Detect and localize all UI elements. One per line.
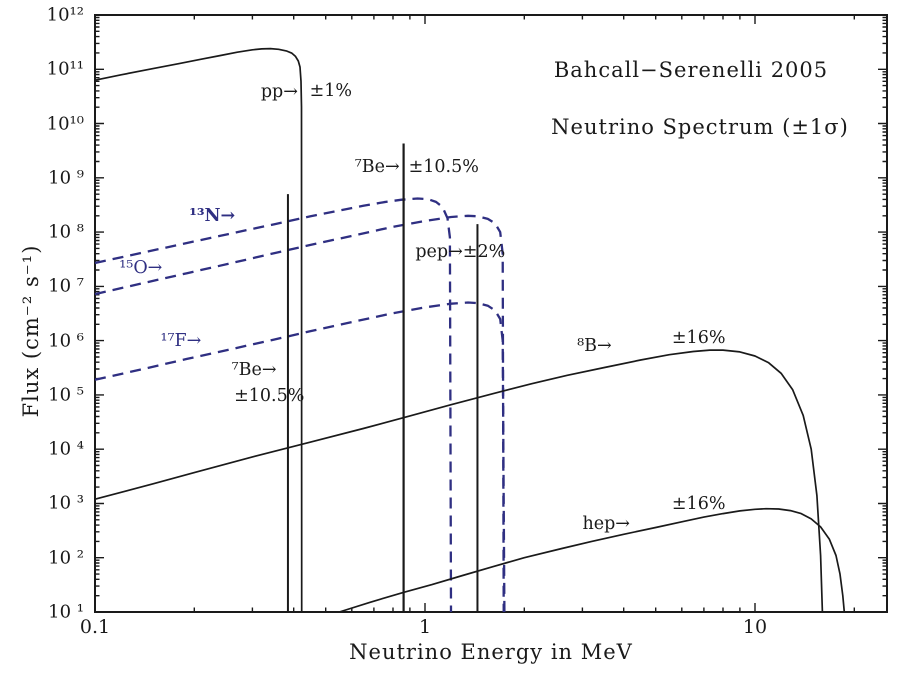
x-axis-label: Neutrino Energy in MeV: [349, 640, 633, 664]
annotation-b8-label: ⁸B→: [577, 335, 612, 356]
y-tick-label-1e9: 10 ⁹: [48, 167, 84, 189]
plot-subtitle: Neutrino Spectrum (±1σ): [551, 115, 849, 139]
axis-ticks: [94, 14, 887, 613]
series-pp: [94, 47, 303, 613]
annotation-pep-label: pep→±2%: [415, 241, 506, 262]
series-f17: [94, 301, 506, 613]
annotation-hep-label: hep→: [582, 514, 630, 535]
annotation-pp-uncertainty: ±1%: [309, 80, 353, 101]
y-tick-label-1e2: 10 ²: [48, 547, 84, 569]
annotation-be7-uncertainty-lower: ±10.5%: [234, 386, 305, 407]
y-tick-label-1e4: 10 ⁴: [48, 438, 84, 460]
y-tick-label-1e12: 10¹²: [46, 4, 84, 26]
x-tick-label-0.1: 0.1: [79, 616, 111, 638]
y-tick-label-1e1: 10 ¹: [48, 601, 84, 623]
plot-frame: [94, 14, 888, 613]
y-tick-label-1e5: 10 ⁵: [48, 384, 84, 406]
y-tick-label-1e7: 10 ⁷: [48, 275, 84, 297]
annotation-be7-uncertainty-upper: ±10.5%: [408, 157, 479, 178]
annotation-be7-label-upper: ⁷Be→: [354, 157, 400, 178]
plot-title: Bahcall−Serenelli 2005: [553, 58, 829, 82]
annotation-o15-label: ¹⁵O→: [119, 257, 163, 278]
series-b8: [94, 349, 824, 613]
series-hep: [339, 507, 846, 613]
y-tick-label-1e6: 10 ⁶: [48, 330, 84, 352]
annotation-be7-label-lower: ⁷Be→: [231, 359, 277, 380]
annotation-hep-uncertainty: ±16%: [671, 493, 726, 514]
x-tick-label-1: 1: [418, 616, 432, 638]
y-tick-label-1e3: 10 ³: [48, 492, 84, 514]
y-tick-label-1e8: 10 ⁸: [48, 221, 84, 243]
annotation-f17-label: ¹⁷F→: [160, 331, 202, 352]
x-tick-label-10: 10: [742, 616, 768, 638]
y-tick-label-1e11: 10¹¹: [46, 58, 84, 80]
y-axis-label: Flux (cm⁻² s⁻¹): [19, 244, 43, 418]
annotation-n13-label: ¹³N→: [189, 206, 236, 227]
series-n13: [94, 197, 453, 613]
annotation-b8-uncertainty: ±16%: [671, 328, 726, 349]
annotation-pp-label: pp→: [260, 82, 298, 103]
y-tick-label-1e10: 10¹⁰: [46, 113, 84, 135]
